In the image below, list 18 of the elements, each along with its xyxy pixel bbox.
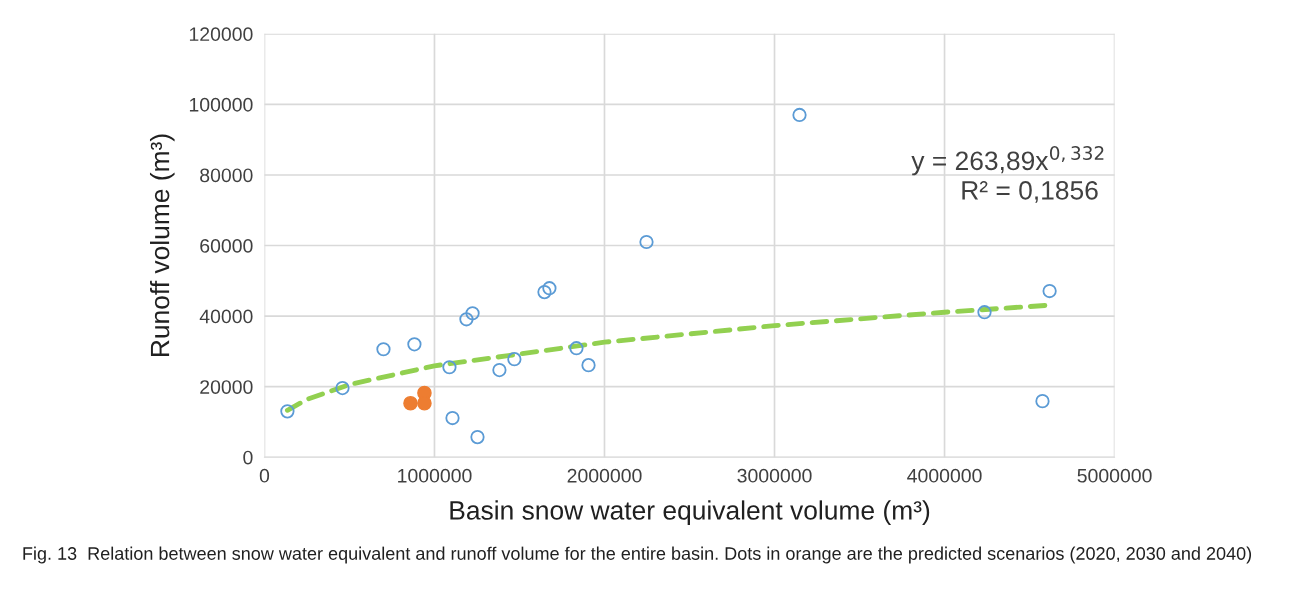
y-tick-label: 100000 xyxy=(189,97,253,112)
y-axis-title: Runoff volume (m³) xyxy=(149,134,175,357)
caption: Fig. 13 Relation between snow water equivalent and runoff volume for the entire basin. Dots in orange are the predicted scenarios (2020, 2030 and 2040) xyxy=(23,546,1252,564)
x-axis-title: Basin snow water equivalent volume (m³) xyxy=(450,500,930,525)
y-tick-label: 60000 xyxy=(200,238,253,253)
x-tick-label: 5000000 xyxy=(1077,468,1152,483)
x-tick-label: 2000000 xyxy=(567,468,642,483)
y-tick-label: 20000 xyxy=(200,380,253,394)
annotation: R² = 0,1856 xyxy=(962,181,1098,203)
x-tick-label: 4000000 xyxy=(907,468,982,483)
y-tick-label: 40000 xyxy=(199,309,253,324)
y-tick-label: 0 xyxy=(243,450,253,465)
x-tick-label: 1000000 xyxy=(398,468,472,483)
x-tick-label: 0 xyxy=(259,468,270,483)
x-tick-label: 3000000 xyxy=(737,468,812,483)
y-tick-label: 120000 xyxy=(189,27,253,42)
y-tick-label: 80000 xyxy=(200,168,253,183)
annotation: y = 263,89x$^{0,332}$ xyxy=(911,146,1104,176)
